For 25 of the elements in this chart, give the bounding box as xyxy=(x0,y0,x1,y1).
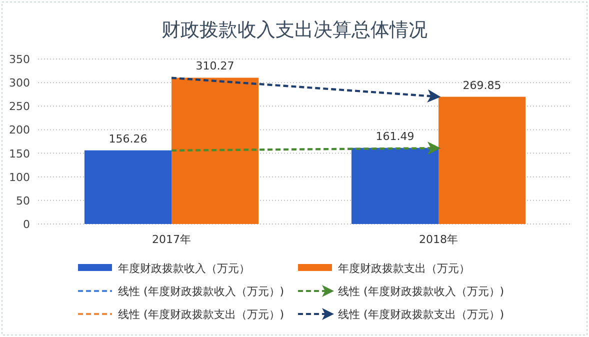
legend-label: 线性 (年度财政拨款收入（万元）) xyxy=(118,285,284,298)
y-tick-label: 300 xyxy=(9,76,30,90)
legend-label: 年度财政拨款收入（万元） xyxy=(118,262,250,275)
y-tick-label: 50 xyxy=(16,194,30,208)
data-label: 310.27 xyxy=(196,60,234,73)
legend-label: 线性 (年度财政拨款收入（万元）) xyxy=(338,285,504,298)
y-tick-label: 350 xyxy=(9,53,30,66)
bar xyxy=(84,150,172,224)
data-label: 269.85 xyxy=(462,78,502,92)
legend-label: 年度财政拨款支出（万元） xyxy=(338,262,470,275)
y-tick-label: 250 xyxy=(9,100,30,114)
data-label: 156.26 xyxy=(108,132,148,146)
bar xyxy=(438,96,526,224)
data-label: 161.49 xyxy=(376,130,414,143)
bar xyxy=(172,78,259,224)
x-tick-label: 2017年 xyxy=(152,233,191,246)
legend-label: 线性 (年度财政拨款支出（万元）) xyxy=(338,308,504,321)
bar xyxy=(351,148,438,224)
legend-label: 线性 (年度财政拨款支出（万元）) xyxy=(118,308,284,321)
title: 财政拨款收入支出决算总体情况 xyxy=(162,19,428,41)
y-tick-label: 150 xyxy=(9,147,30,160)
y-tick-label: 100 xyxy=(9,170,30,184)
y-tick-label: 0 xyxy=(23,218,30,231)
y-tick-label: 200 xyxy=(9,124,30,137)
x-tick-label: 2018年 xyxy=(419,233,458,246)
